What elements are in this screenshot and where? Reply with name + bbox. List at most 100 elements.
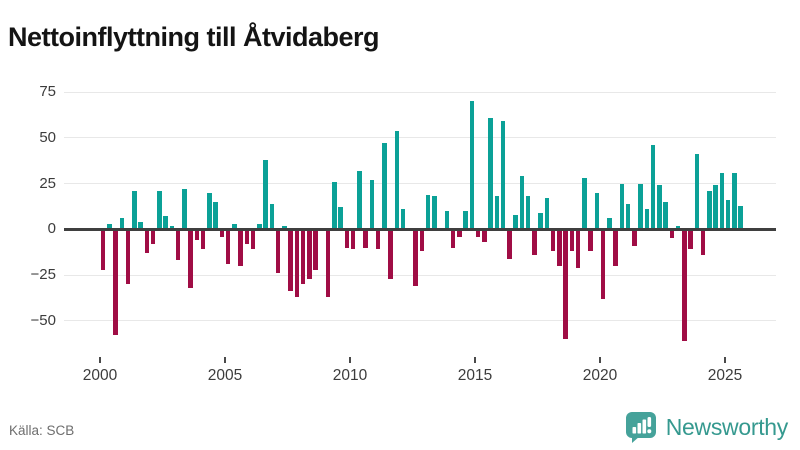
- bar-2011Q3: [388, 230, 393, 279]
- bar-2020Q1: [600, 230, 606, 299]
- bar-2001Q2: [132, 190, 137, 229]
- y-tick-label: 50: [39, 128, 56, 146]
- bar-2007Q1: [275, 230, 281, 274]
- bar-2024Q4: [719, 172, 725, 229]
- y-tick-label: −50: [30, 311, 56, 329]
- gridline-0: [64, 228, 776, 231]
- x-tick: [474, 357, 476, 363]
- gridline--25: [64, 274, 776, 276]
- bar-2005Q2: [232, 223, 237, 229]
- bar-2021Q1: [625, 203, 631, 229]
- bar-2008Q1: [300, 230, 306, 285]
- bar-2018Q1: [550, 230, 556, 252]
- bar-2000Q2: [107, 223, 112, 229]
- bar-2019Q2: [582, 178, 587, 229]
- bar-2020Q3: [613, 230, 618, 266]
- bar-2018Q2: [557, 230, 562, 266]
- bar-2002Q2: [157, 190, 162, 229]
- bar-2025Q2: [732, 172, 737, 229]
- bar-2000Q1: [100, 230, 106, 270]
- bar-2012Q1: [400, 209, 406, 229]
- bar-2024Q1: [700, 230, 706, 255]
- bar-2012Q3: [413, 230, 418, 286]
- y-tick-label: −25: [30, 266, 56, 284]
- bar-2010Q3: [363, 230, 368, 248]
- y-tick-label: 75: [39, 83, 56, 101]
- bar-2022Q2: [657, 185, 662, 229]
- bar-2004Q4: [219, 230, 225, 237]
- x-tick: [599, 357, 601, 363]
- bar-2021Q2: [632, 230, 637, 246]
- newsworthy-icon: [625, 412, 656, 443]
- x-tick: [724, 357, 726, 363]
- bar-2006Q1: [250, 230, 256, 250]
- bar-2023Q3: [688, 230, 693, 250]
- bar-2001Q3: [138, 221, 143, 229]
- bar-2007Q2: [282, 225, 287, 229]
- x-tick-label-2015: 2015: [457, 367, 493, 384]
- bar-2000Q3: [113, 230, 118, 336]
- bar-2017Q1: [525, 196, 531, 229]
- x-tick-label-2010: 2010: [332, 367, 368, 384]
- bar-2006Q3: [263, 159, 268, 229]
- bar-2015Q4: [494, 196, 500, 229]
- bar-2018Q4: [569, 230, 575, 252]
- bar-2014Q3: [463, 211, 468, 229]
- bar-2006Q2: [257, 223, 262, 229]
- bar-2009Q4: [344, 230, 350, 248]
- bar-2015Q3: [488, 117, 493, 229]
- bar-2016Q3: [513, 214, 518, 229]
- bar-2014Q4: [469, 101, 475, 229]
- bar-2000Q4: [119, 218, 125, 229]
- bar-2023Q4: [694, 154, 700, 229]
- bar-2020Q4: [619, 183, 625, 229]
- bar-2009Q1: [325, 230, 331, 297]
- bar-2022Q1: [650, 145, 656, 229]
- bar-2010Q1: [350, 230, 356, 250]
- x-tick-label-2020: 2020: [582, 367, 618, 384]
- bar-2011Q2: [382, 143, 387, 229]
- bar-2017Q3: [538, 212, 543, 229]
- bar-2004Q3: [213, 201, 218, 229]
- bar-2025Q1: [725, 200, 731, 229]
- bar-2010Q4: [369, 179, 375, 229]
- bar-2008Q3: [313, 230, 318, 270]
- bar-2003Q3: [188, 230, 193, 288]
- gridline--50: [64, 320, 776, 322]
- bar-2009Q2: [332, 181, 337, 229]
- y-tick-label: 25: [39, 174, 56, 192]
- bar-2022Q4: [669, 230, 675, 239]
- bar-2009Q3: [338, 207, 343, 229]
- bar-2005Q3: [238, 230, 243, 266]
- bar-2014Q2: [457, 230, 462, 237]
- bar-2003Q4: [194, 230, 200, 241]
- bar-2003Q1: [175, 230, 181, 261]
- bar-2007Q3: [288, 230, 293, 292]
- bar-2015Q1: [475, 230, 481, 237]
- bar-2013Q1: [425, 194, 431, 229]
- source-label: Källa: SCB: [9, 423, 75, 438]
- bar-2016Q4: [519, 176, 525, 229]
- bar-2014Q1: [450, 230, 456, 248]
- bar-2022Q3: [663, 201, 668, 229]
- bar-2018Q3: [563, 230, 568, 340]
- newsworthy-logo: Newsworthy: [624, 411, 788, 444]
- y-tick-label: 0: [47, 220, 56, 238]
- x-tick-label-2005: 2005: [207, 367, 243, 384]
- bar-2008Q2: [307, 230, 312, 279]
- x-tick: [349, 357, 351, 363]
- bar-2005Q1: [225, 230, 231, 265]
- x-tick-label-2025: 2025: [707, 367, 743, 384]
- bar-2021Q3: [638, 183, 643, 229]
- bar-2017Q2: [532, 230, 537, 255]
- bar-2002Q1: [150, 230, 156, 244]
- bar-2013Q2: [432, 196, 437, 229]
- bar-2012Q4: [419, 230, 425, 252]
- bar-2024Q2: [707, 190, 712, 229]
- bar-2005Q4: [244, 230, 250, 244]
- bar-2019Q4: [594, 192, 600, 229]
- newsworthy-wordmark: Newsworthy: [665, 414, 789, 440]
- bar-2023Q2: [682, 230, 687, 341]
- bar-2010Q2: [357, 170, 362, 229]
- bar-2016Q2: [507, 230, 512, 259]
